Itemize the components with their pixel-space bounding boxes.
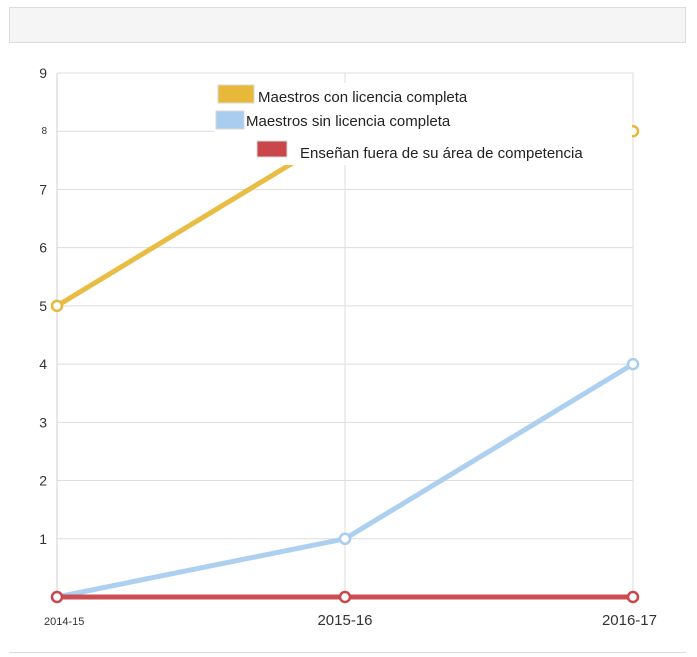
y-tick-label-8: 8	[41, 126, 47, 137]
y-tick-label-3: 3	[39, 414, 47, 430]
series-1-point-2014-15	[50, 299, 64, 313]
y-tick-label-1: 1	[39, 531, 47, 547]
series-3-point-2016-17	[626, 590, 640, 604]
legend-swatch-3	[256, 140, 288, 158]
y-tick-label-7: 7	[39, 181, 47, 197]
y-tick-label-6: 6	[39, 240, 47, 256]
x-tick-label-2015-16: 2015-16	[317, 612, 372, 629]
legend-label-1: Maestros con licencia completa	[258, 89, 468, 106]
legend-label-2: Maestros sin licencia completa	[246, 113, 451, 130]
y-tick-label-4: 4	[39, 356, 47, 372]
legend: Maestros con licencia completa Maestros s…	[214, 83, 632, 165]
y-tick-label-9: 9	[39, 65, 47, 81]
series-3-point-2015-16	[338, 590, 352, 604]
y-tick-label-5: 5	[39, 298, 47, 314]
legend-label-3: Enseñan fuera de su área de competencia	[300, 145, 583, 162]
series-2-point-2016-17	[626, 357, 640, 371]
y-tick-label-2: 2	[39, 473, 47, 489]
x-tick-label-2016-17: 2016-17	[602, 612, 657, 629]
x-tick-label-2014-15: 2014-15	[44, 616, 84, 628]
axis-layer: 1 2 3 4 5 6 7 8 9 2014-15 2015-16 2016-17	[39, 65, 657, 629]
bottom-divider	[9, 652, 686, 653]
legend-swatch-2	[215, 110, 245, 130]
series-2-point-2015-16	[338, 532, 352, 546]
series-3-point-2014-15	[50, 590, 64, 604]
legend-swatch-1	[217, 84, 255, 104]
chart-header-bar	[9, 7, 686, 43]
